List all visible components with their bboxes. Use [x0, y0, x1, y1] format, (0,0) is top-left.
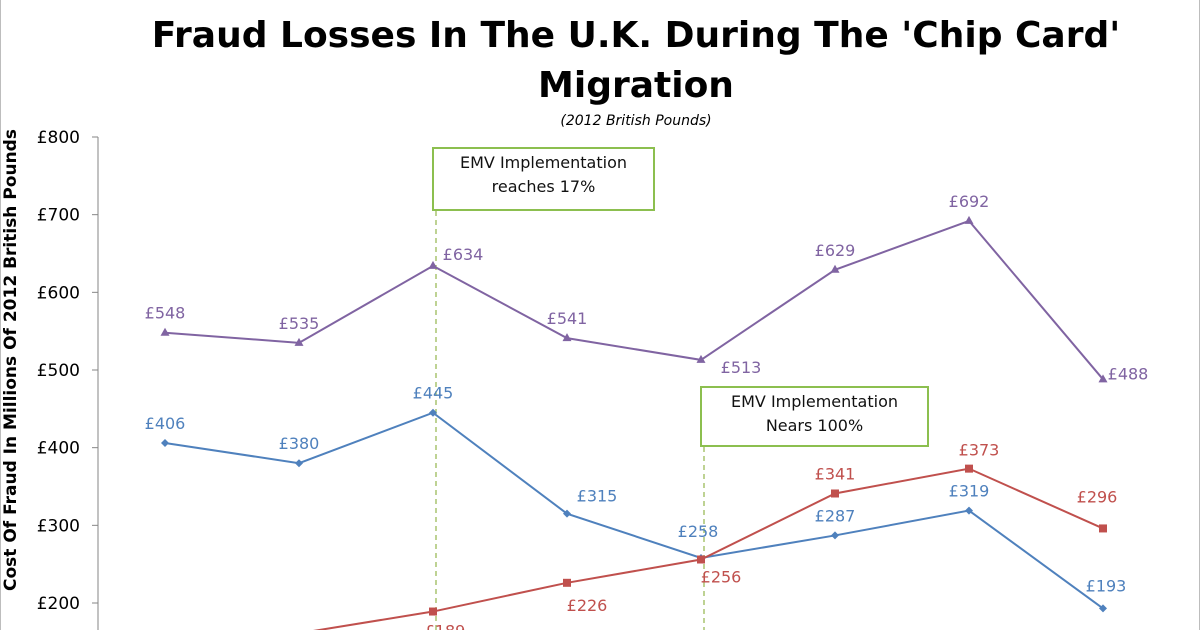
red-series-data-label: £256	[701, 568, 742, 587]
blue-series-point	[965, 506, 973, 515]
blue-series-data-label: £287	[815, 506, 856, 525]
purple-series-point	[294, 337, 304, 346]
red-series-point	[965, 464, 973, 473]
annotation-emv-17: EMV Implementation reaches 17%	[432, 147, 655, 211]
y-tick-label: £200	[37, 594, 80, 614]
blue-series-data-label: £406	[145, 414, 186, 433]
red-series-point	[1099, 524, 1107, 533]
red-series-point	[563, 578, 571, 587]
purple-series-point	[428, 260, 438, 269]
purple-series-point	[562, 333, 572, 342]
red-series-data-label: £226	[567, 596, 608, 615]
chart-title-line-1: Fraud Losses In The U.K. During The 'Chi…	[151, 15, 1121, 56]
blue-series-point	[429, 408, 437, 417]
red-series-point	[831, 489, 839, 498]
frame-border-left	[0, 0, 1, 630]
purple-series-data-label: £548	[145, 304, 186, 323]
y-tick-label: £700	[37, 206, 80, 226]
blue-series-point	[563, 509, 571, 518]
annotation-emv-100-line-2: Nears 100%	[765, 416, 864, 435]
red-series-data-label: £341	[815, 464, 856, 483]
purple-series-point	[830, 264, 840, 273]
annotation-emv-100-line-1: EMV Implementation	[731, 392, 898, 411]
purple-series-point	[696, 354, 706, 363]
red-series-data-label: £189	[425, 622, 466, 630]
purple-series-data-label: £629	[815, 241, 856, 260]
purple-series-line	[164, 219, 1104, 380]
purple-series-point	[1098, 374, 1108, 383]
blue-series-data-label: £445	[413, 384, 454, 403]
blue-series-data-label: £380	[279, 434, 320, 453]
blue-series-line	[164, 411, 1104, 610]
purple-series-data-label: £634	[443, 245, 484, 264]
blue-series-data-label: £319	[949, 482, 990, 501]
purple-series-data-label: £692	[949, 192, 990, 211]
blue-series-point	[1099, 604, 1107, 613]
purple-series-point	[964, 215, 974, 224]
red-series-data-label: £296	[1077, 487, 1118, 506]
y-tick-label: £400	[37, 439, 80, 459]
annotation-emv-17-line-2: reaches 17%	[491, 177, 596, 196]
blue-series-data-label: £315	[577, 487, 618, 506]
red-series-point	[697, 555, 705, 564]
annotation-emv-17-line-1: EMV Implementation	[460, 153, 627, 172]
y-tick-label: £300	[37, 516, 80, 536]
blue-series-point	[295, 459, 303, 468]
purple-series-data-label: £541	[547, 309, 588, 328]
purple-series-data-label: £488	[1108, 364, 1149, 383]
annotation-emv-100: EMV Implementation Nears 100%	[700, 386, 929, 447]
red-series-point	[429, 607, 437, 616]
red-series-data-label: £373	[959, 441, 1000, 460]
chart-subtitle: (2012 British Pounds)	[560, 113, 712, 129]
blue-series-data-label: £258	[678, 522, 719, 541]
y-tick-label: £600	[37, 283, 80, 303]
blue-series-point	[831, 531, 839, 540]
purple-series-data-label: £535	[279, 314, 320, 333]
purple-series-point	[160, 327, 170, 336]
y-tick-label: £800	[37, 128, 80, 148]
blue-series-data-label: £193	[1086, 576, 1127, 595]
chart-title-line-2: Migration	[538, 65, 734, 106]
blue-series-point	[161, 439, 169, 448]
purple-series-data-label: £513	[721, 358, 762, 377]
y-tick-label: £500	[37, 361, 80, 381]
